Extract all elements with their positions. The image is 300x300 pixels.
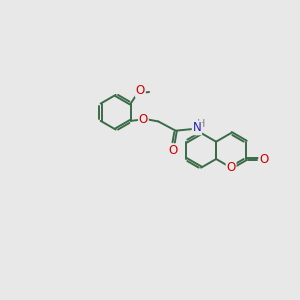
- Text: O: O: [139, 113, 148, 126]
- Text: O: O: [136, 84, 145, 97]
- Text: N: N: [193, 122, 201, 134]
- Text: O: O: [169, 144, 178, 157]
- Text: O: O: [259, 152, 268, 166]
- Text: H: H: [196, 119, 205, 130]
- Text: O: O: [226, 161, 236, 174]
